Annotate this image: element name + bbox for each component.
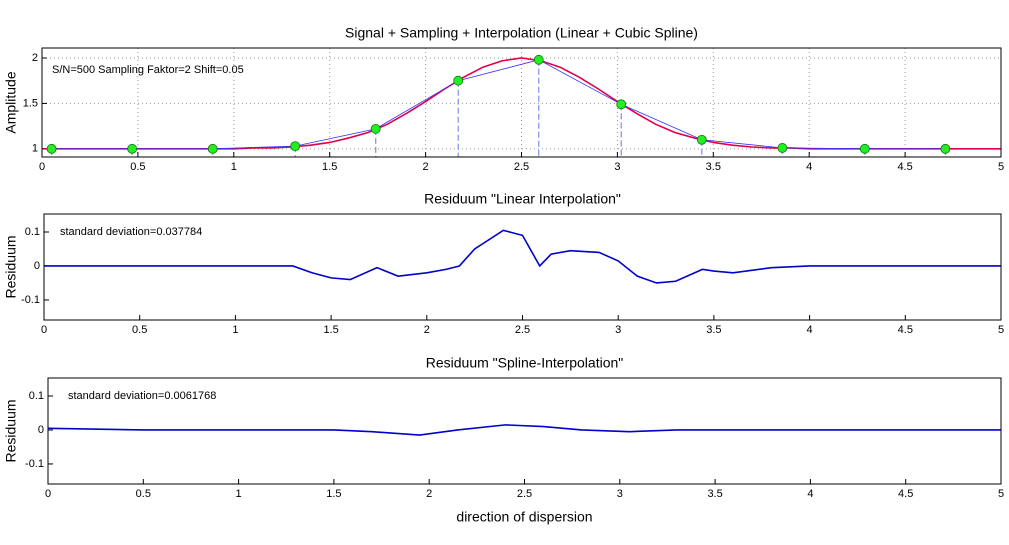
- sample-point: [616, 99, 627, 110]
- x-tick-label: 2.5: [517, 488, 532, 500]
- sample-point: [207, 143, 218, 154]
- subplot: 0 0.5 1 1.5 2 2.5 3 3.5 4 4.5 5 -0.1 0 0.1 Residuum "L…: [3, 191, 1004, 336]
- x-tick-label: 4: [807, 324, 813, 336]
- subplot-title: Signal + Sampling + Interpolation (Linea…: [345, 25, 698, 41]
- x-tick-label: 2: [424, 324, 430, 336]
- y-tick-label: 0.1: [25, 226, 40, 238]
- x-tick-label: 5: [998, 488, 1004, 500]
- x-tick-label: 4.5: [898, 324, 913, 336]
- sample-point: [859, 143, 870, 154]
- x-tick-label: 4: [807, 488, 813, 500]
- x-tick-label: 5: [998, 324, 1004, 336]
- x-tick-label: 1: [232, 324, 238, 336]
- x-tick-label: 4: [806, 161, 812, 173]
- series-line: [47, 424, 1001, 436]
- x-tick-label: 2.5: [515, 324, 530, 336]
- x-tick-label: 3: [615, 324, 621, 336]
- y-tick-label: -0.1: [21, 294, 40, 306]
- x-tick-label: 5: [998, 161, 1004, 173]
- sample-point: [533, 54, 544, 65]
- subplot: 0 0.5 1 1.5 2 2.5 3 3.5 4 4.5 5 -0.1 0 0.1 Residuum "S…: [3, 355, 1004, 525]
- x-tick-label: 3: [617, 488, 623, 500]
- sample-point: [290, 141, 301, 152]
- y-axis-label: Residuum: [3, 399, 19, 462]
- x-tick-label: 3.5: [706, 161, 721, 173]
- plot-area: [42, 48, 1001, 157]
- x-tick-label: 1: [236, 488, 242, 500]
- x-tick-label: 1.5: [322, 161, 337, 173]
- axes-frame: [47, 377, 1002, 485]
- y-tick-label: 1.5: [23, 97, 38, 109]
- sample-point: [777, 143, 788, 153]
- series-line: [44, 229, 1001, 284]
- x-tick-label: 1: [231, 161, 237, 173]
- y-tick-label: 0: [38, 424, 44, 436]
- y-tick-label: 0: [34, 260, 40, 272]
- sample-point: [127, 143, 138, 154]
- y-tick-label: 0.1: [29, 390, 44, 402]
- x-tick-label: 0.5: [130, 161, 145, 173]
- sample-point: [453, 75, 464, 86]
- x-tick-label: 3.5: [707, 488, 722, 500]
- x-tick-label: 3.5: [706, 324, 721, 336]
- x-tick-label: 1.5: [326, 488, 341, 500]
- x-tick-label: 4.5: [897, 161, 912, 173]
- sample-point: [940, 143, 951, 154]
- x-tick-label: 2: [423, 161, 429, 173]
- x-tick-label: 4.5: [898, 488, 913, 500]
- sample-point: [696, 134, 707, 145]
- x-tick-label: 1.5: [323, 324, 338, 336]
- subplot-title: Residuum "Spline-Interpolation": [426, 355, 624, 371]
- linear-interpolation: [51, 59, 946, 150]
- plot-area: [48, 378, 1001, 484]
- annotation: standard deviation=0.0061768: [68, 390, 216, 402]
- subplot: 0 0.5 1 1.5 2 2.5 3 3.5 4 4.5 5 1 1.5 2 Signal + Sampl…: [3, 25, 1004, 173]
- sample-point: [370, 123, 381, 134]
- y-tick-label: -0.1: [25, 458, 44, 470]
- x-axis-label: direction of dispersion: [456, 509, 592, 525]
- x-tick-label: 0.5: [132, 324, 147, 336]
- sample-point: [46, 143, 57, 154]
- x-tick-label: 0: [41, 324, 47, 336]
- annotation: S/N=500 Sampling Faktor=2 Shift=0.05: [52, 64, 244, 76]
- x-tick-label: 0.5: [136, 488, 151, 500]
- x-tick-label: 0: [45, 488, 51, 500]
- axes-frame: [43, 213, 1002, 321]
- subplot-title: Residuum "Linear Interpolation": [424, 191, 621, 207]
- y-tick-label: 1: [32, 143, 38, 155]
- x-tick-label: 0: [39, 161, 45, 173]
- plot-area: [44, 214, 1001, 320]
- annotation: standard deviation=0.037784: [60, 226, 202, 238]
- x-tick-label: 2: [426, 488, 432, 500]
- y-axis-label: Residuum: [3, 235, 19, 298]
- x-tick-label: 3: [614, 161, 620, 173]
- y-axis-label: Amplitude: [3, 71, 19, 133]
- axes-frame: [41, 47, 1002, 158]
- x-tick-label: 2.5: [514, 161, 529, 173]
- y-tick-label: 2: [32, 52, 38, 64]
